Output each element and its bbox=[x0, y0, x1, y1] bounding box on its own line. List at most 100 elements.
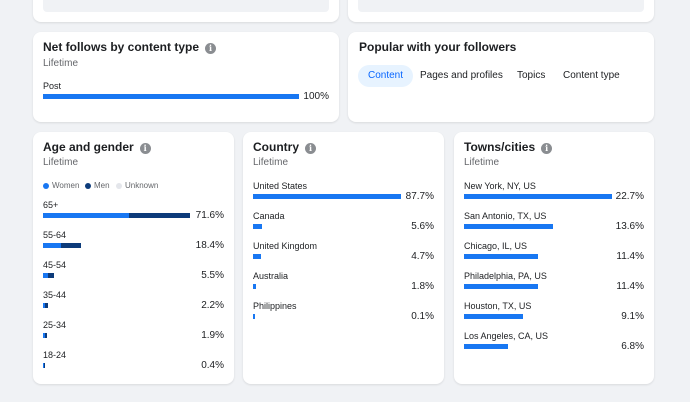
popular-card: Popular with your followers Content Page… bbox=[348, 32, 654, 122]
net-follows-bar-track bbox=[43, 94, 299, 99]
town-row-pct: 11.4% bbox=[616, 251, 644, 262]
town-row-bar-track bbox=[464, 254, 539, 259]
tab-content-type[interactable]: Content type bbox=[563, 70, 620, 81]
age-row-pct: 71.6% bbox=[195, 210, 224, 221]
legend-men: Men bbox=[85, 181, 110, 190]
town-bar bbox=[464, 254, 539, 259]
net-follows-row-label: Post bbox=[43, 81, 62, 91]
women-bar bbox=[43, 273, 49, 278]
age-row-pct: 1.9% bbox=[201, 330, 224, 341]
country-row-label: United States bbox=[253, 181, 308, 191]
net-follows-title: Net follows by content type i bbox=[43, 40, 217, 54]
age-row-label: 55-64 bbox=[43, 230, 67, 240]
age-row-bar-track bbox=[43, 303, 48, 308]
country-row-pct: 87.7% bbox=[405, 191, 434, 202]
country-bar bbox=[253, 224, 263, 229]
women-bar bbox=[43, 243, 62, 248]
town-row-label: San Antonio, TX, US bbox=[464, 211, 547, 221]
men-bar bbox=[45, 303, 48, 308]
info-icon[interactable]: i bbox=[541, 143, 553, 154]
tab-pages-and-profiles[interactable]: Pages and profiles bbox=[420, 70, 503, 81]
women-dot-icon bbox=[43, 182, 49, 189]
country-row-bar-track bbox=[253, 284, 257, 289]
town-row-bar-track bbox=[464, 284, 539, 289]
net-follows-bar bbox=[43, 94, 299, 99]
age-row-pct: 0.4% bbox=[201, 360, 224, 371]
info-icon[interactable]: i bbox=[305, 143, 316, 154]
age-row-label: 35-44 bbox=[43, 290, 67, 300]
town-row-pct: 6.8% bbox=[621, 341, 644, 352]
women-bar bbox=[43, 213, 129, 218]
town-bar bbox=[464, 284, 539, 289]
women-bar bbox=[43, 333, 45, 338]
country-row-bar-track bbox=[253, 314, 255, 319]
town-row-pct: 22.7% bbox=[615, 191, 644, 202]
town-row-bar-track bbox=[464, 344, 509, 349]
town-bar bbox=[464, 314, 524, 319]
info-icon[interactable]: i bbox=[139, 143, 151, 154]
country-row-label: Australia bbox=[253, 271, 289, 281]
top-card-left-inner bbox=[43, 0, 329, 12]
men-bar bbox=[61, 243, 81, 248]
age-row-bar-track bbox=[43, 243, 81, 248]
popular-title: Popular with your followers bbox=[359, 40, 517, 54]
net-follows-subtitle: Lifetime bbox=[43, 58, 79, 69]
age-row-label: 25-34 bbox=[43, 320, 67, 330]
age-row-bar-track bbox=[43, 213, 190, 218]
town-row-label: Houston, TX, US bbox=[464, 301, 532, 311]
men-bar bbox=[48, 273, 55, 278]
town-row-label: Chicago, IL, US bbox=[464, 241, 528, 251]
age-row-bar-track bbox=[43, 273, 55, 278]
country-row-pct: 5.6% bbox=[411, 221, 434, 232]
country-bar bbox=[253, 284, 257, 289]
country-row-bar-track bbox=[253, 194, 401, 199]
age-row-pct: 5.5% bbox=[201, 270, 224, 281]
age-row-pct: 2.2% bbox=[201, 300, 224, 311]
town-row-bar-track bbox=[464, 224, 553, 229]
town-row-pct: 11.4% bbox=[616, 281, 644, 292]
town-row-bar-track bbox=[464, 194, 612, 199]
country-bar bbox=[253, 194, 401, 199]
country-subtitle: Lifetime bbox=[253, 157, 289, 168]
men-dot-icon bbox=[85, 182, 91, 189]
unknown-dot-icon bbox=[116, 182, 122, 189]
town-row-pct: 9.1% bbox=[621, 311, 644, 322]
top-card-right bbox=[348, 0, 654, 22]
top-card-left bbox=[33, 0, 339, 22]
town-row-bar-track bbox=[464, 314, 524, 319]
town-row-label: Los Angeles, CA, US bbox=[464, 331, 549, 341]
net-follows-card: Net follows by content type i Lifetime Po… bbox=[33, 32, 339, 122]
men-bar bbox=[44, 333, 47, 338]
tab-topics[interactable]: Topics bbox=[517, 70, 546, 81]
age-row-bar-track bbox=[43, 333, 47, 338]
info-icon[interactable]: i bbox=[205, 43, 217, 54]
age-gender-title: Age and gender i bbox=[43, 140, 151, 154]
country-row-label: Philippines bbox=[253, 301, 297, 311]
country-row-pct: 4.7% bbox=[411, 251, 434, 262]
country-title: Country i bbox=[253, 140, 316, 154]
age-gender-subtitle: Lifetime bbox=[43, 157, 79, 168]
tab-content[interactable]: Content bbox=[358, 65, 414, 87]
town-row-label: New York, NY, US bbox=[464, 181, 536, 191]
country-row-bar-track bbox=[253, 254, 261, 259]
legend-women: Women bbox=[43, 181, 79, 190]
age-row-label: 65+ bbox=[43, 200, 59, 210]
town-bar bbox=[464, 194, 612, 199]
towns-card: Towns/cities i Lifetime New York, NY, US 2… bbox=[454, 132, 654, 384]
age-row-label: 45-54 bbox=[43, 260, 67, 270]
age-row-bar-track bbox=[43, 363, 45, 368]
net-follows-pct: 100% bbox=[303, 91, 329, 102]
town-bar bbox=[464, 344, 509, 349]
towns-title: Towns/cities i bbox=[464, 140, 553, 154]
top-card-right-inner bbox=[358, 0, 644, 12]
country-row-bar-track bbox=[253, 224, 263, 229]
country-row-label: Canada bbox=[253, 211, 285, 221]
country-row-pct: 0.1% bbox=[411, 311, 434, 322]
town-row-pct: 13.6% bbox=[615, 221, 644, 232]
country-card: Country i Lifetime United States 87.7% Cana… bbox=[243, 132, 444, 384]
age-gender-card: Age and gender i Lifetime Women Men Unkno… bbox=[33, 132, 234, 384]
town-bar bbox=[464, 224, 553, 229]
legend-unknown: Unknown bbox=[116, 181, 158, 190]
town-row-label: Philadelphia, PA, US bbox=[464, 271, 547, 281]
country-row-pct: 1.8% bbox=[411, 281, 434, 292]
